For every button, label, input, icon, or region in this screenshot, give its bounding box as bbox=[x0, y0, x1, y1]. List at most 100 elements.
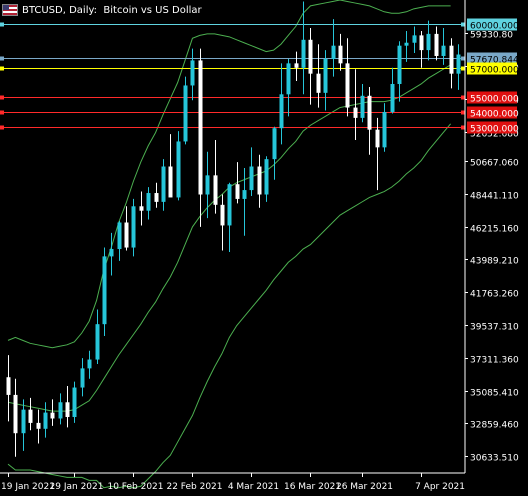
y-tick-label: 32859.460 bbox=[470, 421, 519, 431]
candle-body-4 bbox=[36, 422, 41, 429]
candle-body-24 bbox=[183, 85, 188, 142]
level-handle-60000.000 bbox=[461, 22, 465, 27]
candle-body-17 bbox=[131, 206, 136, 248]
candle-body-32 bbox=[242, 190, 247, 199]
horizontal-levels[interactable] bbox=[0, 22, 465, 130]
candle-body-60 bbox=[449, 45, 454, 74]
candle-body-10 bbox=[80, 368, 85, 388]
candle-body-43 bbox=[323, 58, 328, 93]
level-anchor-60000.000 bbox=[0, 22, 4, 27]
x-tick-label: 4 Mar 2021 bbox=[228, 482, 279, 492]
candle-body-5 bbox=[43, 412, 48, 429]
candle-body-22 bbox=[168, 166, 173, 198]
chart-title-bar: BTCUSD, Daily: Bitcoin vs US Dollar bbox=[2, 2, 202, 18]
level-tag-53000.000: 53000.000 bbox=[470, 125, 519, 135]
candles bbox=[6, 1, 461, 457]
candle-body-2 bbox=[21, 409, 26, 434]
candle-body-44 bbox=[331, 45, 336, 59]
candle-body-0 bbox=[6, 377, 11, 395]
candle-body-53 bbox=[397, 45, 402, 84]
candle-body-42 bbox=[316, 73, 321, 93]
level-tag-bg-53000.000 bbox=[467, 121, 517, 134]
x-tick-label: 16 Mar 2021 bbox=[284, 482, 341, 492]
candle-body-12 bbox=[95, 324, 100, 360]
candle-body-51 bbox=[382, 111, 387, 148]
level-tag-57670.844: 57670.844 bbox=[470, 56, 519, 66]
level-handle-57670.844 bbox=[461, 56, 465, 61]
y-tick-label: 46215.160 bbox=[470, 225, 519, 235]
candle-body-31 bbox=[235, 184, 240, 199]
candle-body-36 bbox=[272, 128, 277, 160]
us-flag-icon bbox=[2, 4, 18, 16]
level-handle-55000.000 bbox=[461, 95, 465, 100]
candle-body-33 bbox=[249, 166, 254, 191]
candle-body-54 bbox=[404, 42, 409, 46]
candle-body-56 bbox=[419, 35, 424, 51]
y-tick-label: 30633.510 bbox=[470, 454, 519, 464]
level-tag-54000.000: 54000.000 bbox=[470, 110, 519, 120]
level-handle-57000.000 bbox=[461, 66, 465, 71]
candle-body-25 bbox=[190, 60, 195, 86]
candle-body-15 bbox=[117, 222, 122, 250]
candle-body-35 bbox=[264, 159, 269, 195]
candle-body-7 bbox=[58, 402, 63, 419]
y-tick-label: 35085.410 bbox=[470, 389, 519, 399]
candle-body-16 bbox=[124, 222, 129, 248]
candle-body-45 bbox=[338, 45, 343, 64]
level-tag-60000.000: 60000.000 bbox=[470, 22, 519, 32]
candle-body-57 bbox=[426, 33, 431, 51]
chart-title: BTCUSD, Daily: Bitcoin vs US Dollar bbox=[22, 4, 202, 16]
level-handle-54000.000 bbox=[461, 110, 465, 115]
candle-body-59 bbox=[441, 45, 446, 56]
x-tick-label: 7 Apr 2021 bbox=[415, 482, 465, 492]
candle-body-49 bbox=[367, 95, 372, 130]
level-tag-57000.000: 57000.000 bbox=[470, 66, 519, 76]
candle-body-20 bbox=[154, 193, 159, 202]
candle-body-52 bbox=[390, 83, 395, 112]
y-tick-label: 39537.310 bbox=[470, 323, 519, 333]
level-handle-53000.000 bbox=[461, 125, 465, 130]
x-tick-label: 26 Mar 2021 bbox=[336, 482, 393, 492]
candle-body-14 bbox=[109, 249, 114, 257]
candle-body-39 bbox=[294, 63, 299, 68]
level-tag-bg-54000.000 bbox=[467, 106, 517, 119]
candle-body-18 bbox=[139, 206, 144, 211]
y-tick-label: 48441.110 bbox=[470, 192, 519, 202]
candle-body-37 bbox=[279, 94, 284, 129]
y-tick-label: 50667.060 bbox=[470, 159, 519, 169]
level-anchor-55000.000 bbox=[0, 95, 4, 100]
level-anchor-54000.000 bbox=[0, 110, 4, 115]
x-tick-label: 22 Feb 2021 bbox=[166, 482, 222, 492]
candle-body-3 bbox=[28, 409, 33, 423]
x-tick-label: 10 Feb 2021 bbox=[107, 482, 163, 492]
candle-body-27 bbox=[205, 175, 210, 195]
candle-body-61 bbox=[456, 54, 461, 74]
candle-body-8 bbox=[65, 402, 70, 418]
candle-body-47 bbox=[353, 107, 358, 118]
candle-body-40 bbox=[301, 39, 306, 68]
candle-body-13 bbox=[102, 256, 107, 325]
bollinger-lower-line bbox=[7, 123, 452, 489]
candle-body-29 bbox=[220, 204, 225, 226]
x-tick-label: 19 Jan 2021 bbox=[1, 482, 55, 492]
candle-body-41 bbox=[308, 39, 313, 74]
candle-body-55 bbox=[412, 35, 417, 43]
y-tick-label: 37311.360 bbox=[470, 356, 519, 366]
level-tag-bg-60000.000 bbox=[467, 18, 517, 31]
level-tag-bg-57000.000 bbox=[467, 62, 517, 75]
candle-body-9 bbox=[72, 387, 77, 418]
candle-body-6 bbox=[50, 412, 55, 419]
candle-body-19 bbox=[146, 193, 151, 211]
level-anchor-57000.000 bbox=[0, 66, 4, 71]
level-tag-bg-57670.844 bbox=[467, 52, 517, 65]
candle-body-58 bbox=[434, 33, 439, 56]
y-tick-label: 43989.210 bbox=[470, 257, 519, 267]
y-tick-label: 59330.80 bbox=[470, 31, 513, 41]
candle-body-11 bbox=[87, 359, 92, 369]
candle-body-21 bbox=[161, 166, 166, 202]
bollinger-upper-line bbox=[7, 0, 451, 349]
level-anchor-57670.844 bbox=[0, 56, 4, 61]
